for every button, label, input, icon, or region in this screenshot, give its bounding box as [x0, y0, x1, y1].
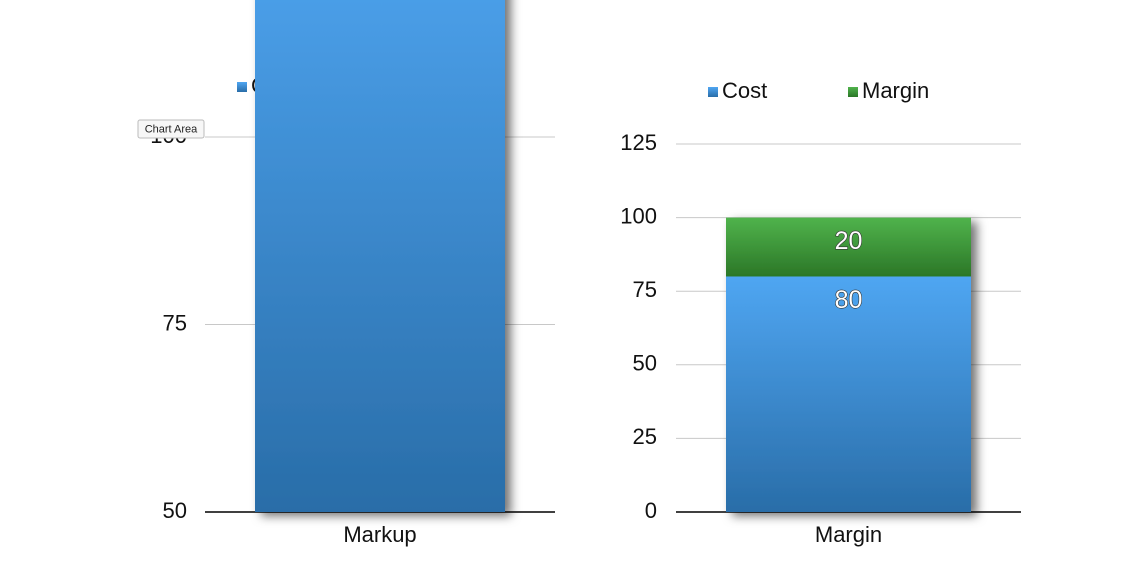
y-tick-label: 75: [163, 310, 187, 335]
y-tick-label: 100: [620, 203, 657, 228]
legend-label: Margin: [862, 78, 929, 103]
y-tick-label: 50: [163, 498, 187, 523]
x-tick-label: Margin: [815, 522, 882, 547]
tooltip-box: [137, 119, 205, 139]
y-tick-label: 125: [620, 130, 657, 155]
y-tick-label: 0: [645, 498, 657, 523]
y-tick-label: 50: [633, 351, 657, 376]
bar-segment: [726, 217, 971, 277]
y-tick-label: 25: [633, 424, 657, 449]
legend-swatch: [848, 87, 858, 97]
bar-stack: [255, 0, 505, 512]
bar-segment: [726, 276, 971, 512]
legend-swatch: [237, 82, 247, 92]
tooltip-text: Chart Area: [145, 123, 198, 135]
y-tick-label: 75: [633, 277, 657, 302]
bar-segment: [255, 0, 505, 512]
data-label: 80: [835, 286, 863, 314]
bar-stack: [726, 217, 971, 512]
data-label: 20: [835, 227, 863, 255]
legend-swatch: [708, 87, 718, 97]
x-tick-label: Markup: [343, 522, 416, 547]
legend-label: Cost: [722, 78, 767, 103]
